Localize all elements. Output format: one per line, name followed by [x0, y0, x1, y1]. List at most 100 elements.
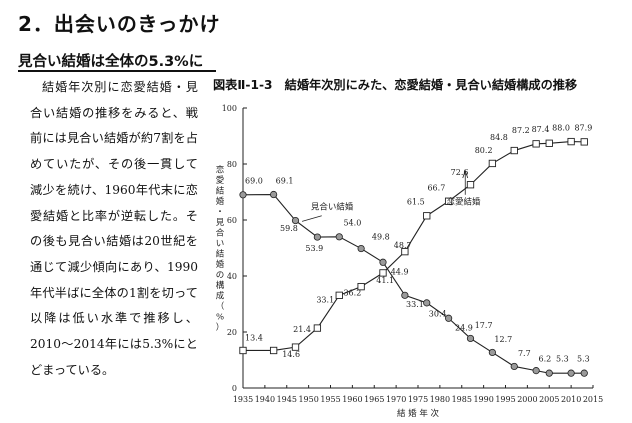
data-label: 44.9: [391, 268, 409, 277]
series-marker: [532, 140, 540, 148]
y-axis-title: 恋愛結婚・見合い結婚の構成（%）: [216, 164, 225, 333]
line-chart: 0 20 40 60 80 100 1935 1940 1945 1950 1955 1960 1965…: [216, 104, 603, 418]
figure-title: 図表Ⅱ-1-3 結婚年次別にみた、恋愛結婚・見合い結婚構成の推移: [213, 78, 578, 92]
x-tick-label: 1975: [408, 395, 428, 404]
series-marker: [580, 138, 588, 146]
data-label: 30.4: [429, 310, 447, 319]
x-tick-label: 1965: [364, 395, 384, 404]
series-line: [243, 141, 585, 352]
data-label: 5.3: [556, 354, 569, 363]
x-tick-label: 2010: [561, 395, 581, 404]
data-label: 87.4: [532, 125, 550, 134]
data-label: 53.9: [305, 244, 323, 253]
data-label: 49.8: [372, 233, 390, 242]
series-marker: [445, 314, 453, 322]
data-label: 21.4: [293, 325, 311, 334]
series-marker: [567, 137, 575, 146]
series-label-renai: 恋愛結婚: [446, 197, 481, 208]
data-label: 69.1: [276, 177, 294, 186]
data-label: 80.2: [475, 146, 493, 155]
x-axis-title: 結 婚 年 次: [397, 408, 440, 418]
subheading-underline: [18, 70, 216, 72]
series-marker: [510, 362, 518, 371]
data-label: 66.7: [427, 184, 445, 193]
series-marker: [545, 139, 553, 147]
data-label: 72.6: [451, 168, 469, 177]
series-label-miai: 見合い結婚: [311, 201, 354, 212]
y-tick-label: 100: [222, 104, 237, 113]
series-marker: [357, 244, 365, 253]
data-label: 14.6: [282, 350, 300, 359]
data-label: 84.8: [490, 133, 508, 142]
series-marker: [510, 146, 518, 155]
x-tick-label: 2000: [517, 395, 537, 404]
series-label-arrowhead: [462, 169, 469, 179]
data-label: 13.4: [245, 333, 263, 342]
series-marker: [313, 233, 321, 241]
series-marker: [580, 369, 588, 377]
series-label-leader: [301, 215, 322, 222]
series-marker: [270, 190, 278, 199]
series-marker: [379, 269, 387, 277]
series-marker: [532, 367, 540, 375]
series-marker: [466, 181, 475, 189]
series-marker: [423, 212, 431, 220]
data-label: 87.9: [574, 123, 592, 132]
data-label: 12.7: [494, 335, 512, 344]
series-marker: [291, 343, 300, 351]
data-label: 54.0: [343, 219, 361, 228]
series-marker: [379, 258, 387, 266]
series-marker: [239, 346, 247, 355]
body-paragraph: 結婚年次別に恋愛結婚・見合い結婚の推移をみると、戦前には見合い結婚が約7割を占め…: [30, 80, 198, 377]
data-label: 61.5: [407, 198, 425, 207]
series-marker: [335, 291, 343, 299]
data-label: 48.7: [394, 241, 412, 250]
series-marker: [567, 369, 575, 377]
x-tick-label: 1940: [255, 395, 275, 404]
y-tick-label: 0: [232, 384, 237, 393]
series-marker: [401, 291, 409, 299]
x-tick-label: 1935: [233, 395, 253, 404]
x-tick-label: 2005: [539, 395, 559, 404]
data-label: 33.1: [316, 296, 334, 305]
x-tick-label: 2015: [583, 395, 603, 404]
data-label: 6.2: [539, 354, 552, 363]
series-marker: [291, 216, 300, 225]
section-title: 2．出会いのきっかけ: [18, 12, 221, 36]
subheading: 見合い結婚は全体の5.3%に: [18, 54, 204, 70]
series-marker: [488, 159, 497, 168]
y-tick-label: 20: [227, 328, 237, 337]
data-label: 41.1: [376, 276, 394, 285]
series-marker: [466, 334, 475, 343]
x-tick-label: 1955: [320, 395, 340, 404]
x-tick-label: 1990: [473, 395, 493, 404]
x-tick-label: 1950: [298, 395, 318, 404]
series-marker: [269, 346, 278, 355]
data-label: 17.7: [475, 321, 493, 330]
x-tick-label: 1985: [452, 395, 472, 404]
series-marker: [488, 348, 496, 357]
y-tick-label: 60: [227, 216, 237, 225]
y-tick-label: 40: [227, 272, 237, 281]
data-label: 36.2: [343, 289, 361, 298]
series-marker: [423, 299, 431, 307]
x-tick-label: 1970: [386, 395, 406, 404]
x-tick-label: 1960: [342, 395, 362, 404]
data-label: 7.7: [518, 349, 531, 358]
data-label: 5.3: [577, 354, 590, 363]
y-tick-label: 80: [227, 160, 237, 169]
x-tick-label: 1995: [495, 395, 515, 404]
series-marker: [239, 191, 247, 199]
data-label: 59.8: [280, 224, 298, 233]
series-marker: [357, 282, 365, 291]
data-label: 24.9: [455, 324, 473, 333]
x-tick-label: 1945: [277, 395, 297, 404]
data-label: 87.2: [512, 126, 530, 135]
series-marker: [313, 324, 322, 332]
series-marker: [335, 233, 343, 241]
series-marker: [401, 247, 409, 256]
data-label: 69.0: [245, 177, 263, 186]
data-label: 88.0: [552, 123, 570, 132]
series-marker: [545, 369, 553, 377]
data-label: 33.1: [406, 300, 424, 309]
